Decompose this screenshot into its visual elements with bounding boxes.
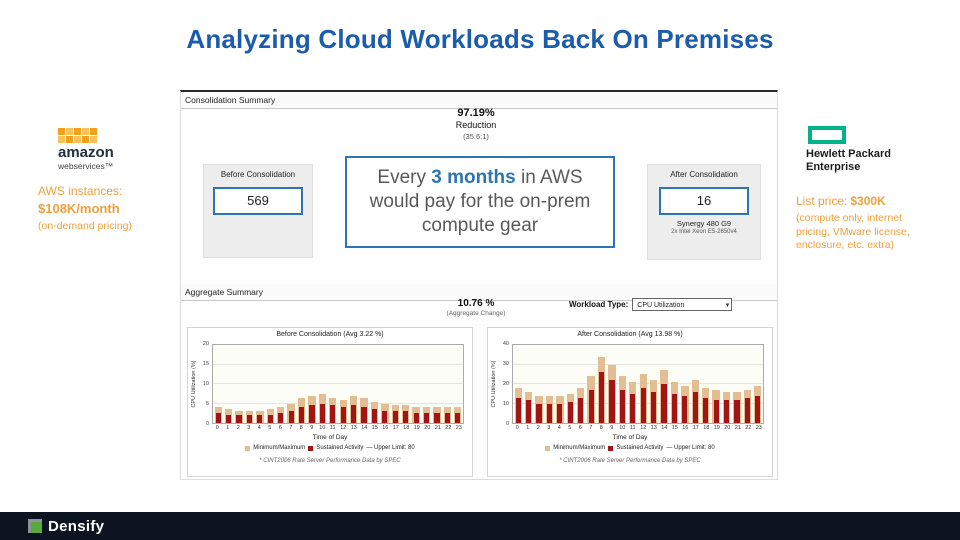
chart-y-ticks: 0 10 20 30 40	[502, 341, 509, 427]
reduction-summary: 97.19% Reduction (35.6:1)	[411, 107, 541, 141]
aws-caption-line1: AWS instances:	[38, 184, 123, 198]
callout-part2: 3 months	[431, 167, 516, 189]
before-label: Before Consolidation	[220, 170, 296, 179]
chart-legend: Minimum/Maximum Sustained Activity — Upper…	[188, 445, 472, 451]
list-price-value: $300K	[850, 194, 886, 208]
workload-type-label: Workload Type:	[569, 300, 629, 309]
chart-legend: Minimum/Maximum Sustained Activity — Upper…	[488, 445, 772, 451]
after-count-box: 16	[659, 187, 749, 215]
workload-type-dropdown[interactable]: CPU Utilization ▾	[632, 298, 733, 311]
aws-logo-wordmark: amazon	[58, 144, 114, 161]
aws-caption: AWS instances: $108K/month (on-demand pr…	[38, 184, 178, 232]
reduction-value: 97.19%	[457, 107, 495, 119]
reduction-label: Reduction	[455, 120, 497, 130]
callout-box: Every 3 months in AWS would pay for the …	[345, 156, 615, 248]
hpe-logo-line1: Hewlett Packard	[806, 148, 891, 160]
workload-type-control: Workload Type: CPU Utilization ▾	[569, 298, 733, 311]
aggregate-label: (Aggregate Change)	[446, 310, 506, 317]
chart-plot-area	[512, 344, 764, 424]
aws-caption-price: $108K/month	[38, 201, 120, 216]
before-count-box: 569	[213, 187, 303, 215]
after-server-model: Synergy 480 G9	[676, 219, 732, 228]
chart-x-ticks: 0 1 2 3 4 5 6 7 8 9 10 11 12 13 14 15 16 17 18 19 20 21 22 23	[215, 425, 462, 431]
aws-cubes-icon	[58, 128, 102, 143]
chart-y-ticks: 0 5 10 15 20	[202, 341, 209, 427]
callout-text: Every 3 months in AWS would pay for the …	[347, 166, 613, 237]
hpe-price-block: List price: $300K (compute only, internet…	[796, 194, 920, 253]
section-header-aggregate-summary: Aggregate Summary	[181, 284, 777, 301]
after-consolidation-panel: After Consolidation 16 Synergy 480 G9 2x…	[647, 164, 761, 260]
hpe-logo-mark	[808, 126, 846, 144]
after-server-cpu: 2x Intel Xeon E5-2650v4	[671, 229, 737, 235]
aws-logo: amazon webservices™	[58, 128, 168, 171]
chart-x-ticks: 0 1 2 3 4 5 6 7 8 9 10 11 12 13 14 15 16 17 18 19 20 21 22 23	[515, 425, 762, 431]
after-label: After Consolidation	[670, 170, 738, 179]
section-header-consolidation-summary: Consolidation Summary	[181, 92, 777, 109]
densify-icon	[28, 519, 42, 533]
chart-plot-area	[212, 344, 464, 424]
hpe-logo-text: Hewlett Packard Enterprise	[806, 148, 891, 174]
chevron-down-icon: ▾	[725, 302, 730, 309]
callout-part1: Every	[377, 167, 432, 189]
chart-footnote: * CINT2006 Rate Server Performance Data …	[259, 458, 401, 464]
densify-wordmark: Densify	[48, 517, 105, 535]
chart-title: After Consolidation (Avg 13.98 %)	[577, 331, 683, 338]
consolidation-tool-screenshot: Consolidation Summary 97.19% Reduction (…	[180, 90, 778, 480]
chart-x-axis-label: Time of Day	[312, 434, 348, 441]
price-note: (compute only, internet pricing, VMware …	[796, 212, 910, 252]
chart-x-axis-label: Time of Day	[612, 434, 648, 441]
list-price-label: List price:	[796, 194, 848, 208]
chart-footnote: * CINT2006 Rate Server Performance Data …	[559, 458, 701, 464]
reduction-ratio: (35.6:1)	[463, 132, 489, 141]
workload-type-value: CPU Utilization	[637, 302, 685, 309]
aws-caption-line3: (on-demand pricing)	[38, 220, 132, 232]
aggregate-summary: 10.76 % (Aggregate Change)	[411, 298, 541, 317]
before-consolidation-panel: Before Consolidation 569	[203, 164, 313, 258]
hpe-logo-line2: Enterprise	[806, 161, 861, 174]
aws-logo-subtext: webservices™	[58, 161, 114, 171]
list-price: List price: $300K	[796, 194, 920, 208]
chart-panel-before: Before Consolidation (Avg 3.22 %) CPU Ut…	[187, 327, 473, 477]
callout-part3: in AWS would pay for the on-prem compute…	[369, 167, 591, 236]
densify-logo: Densify	[28, 518, 104, 535]
slide-title: Analyzing Cloud Workloads Back On Premis…	[186, 24, 774, 54]
chart-title: Before Consolidation (Avg 3.22 %)	[276, 331, 384, 338]
aggregate-value: 10.76 %	[457, 298, 495, 309]
chart-panel-after: After Consolidation (Avg 13.98 %) CPU Ut…	[487, 327, 773, 477]
footer-bar: Densify	[0, 512, 960, 540]
